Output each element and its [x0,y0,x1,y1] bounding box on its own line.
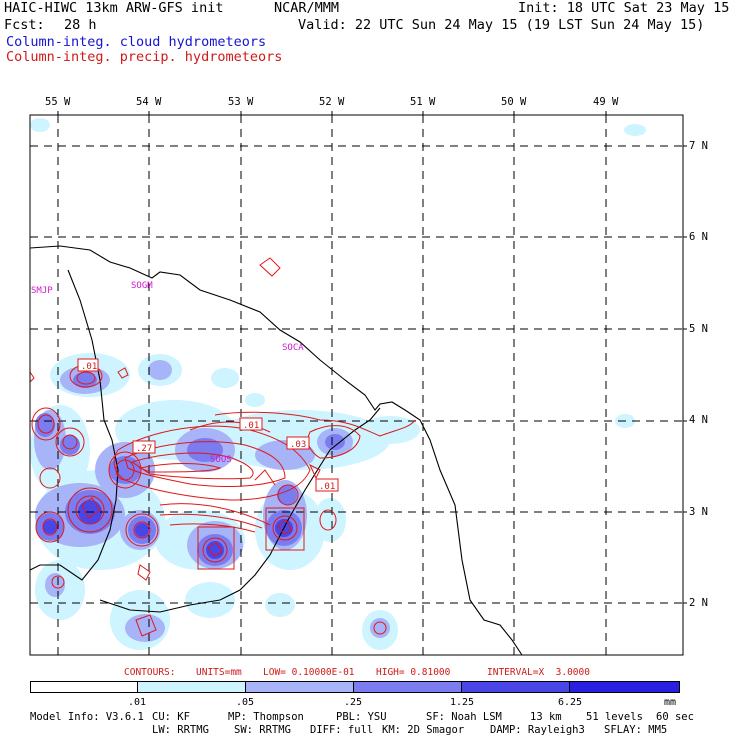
contour-label: .27 [136,444,152,454]
station-label: SOGM [131,281,153,291]
cloud-field-title: Column-integ. cloud hydrometeors [6,34,267,50]
precip-field-title: Column-integ. precip. hydrometeors [6,49,283,65]
lon-label: 49 W [593,96,619,108]
time-step: 60 sec [656,711,694,723]
lon-label: 54 W [136,96,162,108]
contour-label: .01 [243,421,259,431]
lon-label: 51 W [410,96,436,108]
colorbar-segment [461,681,570,693]
grid-spacing: 13 km [530,711,562,723]
model-title: HAIC-HIWC 13km ARW-GFS init [4,0,224,16]
shortwave-scheme: SW: RRTMG [234,724,291,736]
forecast-hour: 28 h [64,17,97,33]
colorbar-label: 1.25 [450,697,475,708]
lon-label: 50 W [501,96,527,108]
forecast-label: Fcst: [4,17,45,33]
contour-label: .01 [319,482,335,492]
contour-label-boxes [77,358,339,492]
colorbar-label: .01 [128,697,147,708]
hydrometeor-shading [30,118,646,650]
pbl-scheme: PBL: YSU [336,711,387,723]
lat-label: 5 N [689,323,708,335]
contour-label: .01 [81,362,97,372]
valid-time: Valid: 22 UTC Sun 24 May 15 (19 LST Sun … [298,17,705,33]
surface-layer-option: SFLAY: MM5 [604,724,668,736]
agency-label: NCAR/MMM [274,0,340,16]
model-version: Model Info: V3.6.1 [30,711,144,723]
contour-info-low: LOW= 0.10000E-01 [263,667,355,678]
contour-info-label: CONTOURS: [124,667,176,678]
contour-info-units: UNITS=mm [196,667,242,678]
colorbar-segment [245,681,354,693]
vertical-levels: 51 levels [586,711,643,723]
colorbar-segment [30,681,138,693]
lon-label: 55 W [45,96,71,108]
lat-label: 3 N [689,506,708,518]
longwave-scheme: LW: RRTMG [152,724,209,736]
colorbar-label: .05 [236,697,255,708]
map-frame [29,114,684,656]
lat-label: 2 N [689,597,708,609]
lat-label: 4 N [689,414,708,426]
lon-label: 53 W [228,96,254,108]
lon-label: 52 W [319,96,345,108]
axis-ticks [57,111,687,604]
contour-label-texts: .01 .01 .27 .03 .01 [81,362,335,492]
diffusion-option: DIFF: full [310,724,374,736]
microphysics-scheme: MP: Thompson [228,711,304,723]
coastline-borders [30,245,523,655]
colorbar-segment [353,681,462,693]
colorbar-segment [569,681,680,693]
colorbar-label: .25 [344,697,363,708]
contour-info-interval: INTERVAL=X 3.0000 [487,667,590,678]
eddy-option: KM: 2D Smagor [382,724,465,736]
lat-label: 7 N [689,140,708,152]
colorbar-segment [137,681,246,693]
init-time: Init: 18 UTC Sat 23 May 15 [518,0,730,16]
station-label: SOOS [210,455,232,465]
cumulus-scheme: CU: KF [152,711,190,723]
colorbar-label: 6.25 [558,697,583,708]
colorbar-units: mm [664,697,677,708]
lat-lon-grid [30,115,683,655]
station-label: SMJP [31,286,53,296]
contour-info-high: HIGH= 0.81000 [376,667,451,678]
station-label: SOCA [282,343,304,353]
surface-scheme: SF: Noah LSM [426,711,502,723]
lat-label: 6 N [689,231,708,243]
station-labels: SMJP SOGM SOCA SOOS [31,281,304,465]
contour-label: .03 [290,440,306,450]
damping-option: DAMP: Rayleigh3 [490,724,585,736]
